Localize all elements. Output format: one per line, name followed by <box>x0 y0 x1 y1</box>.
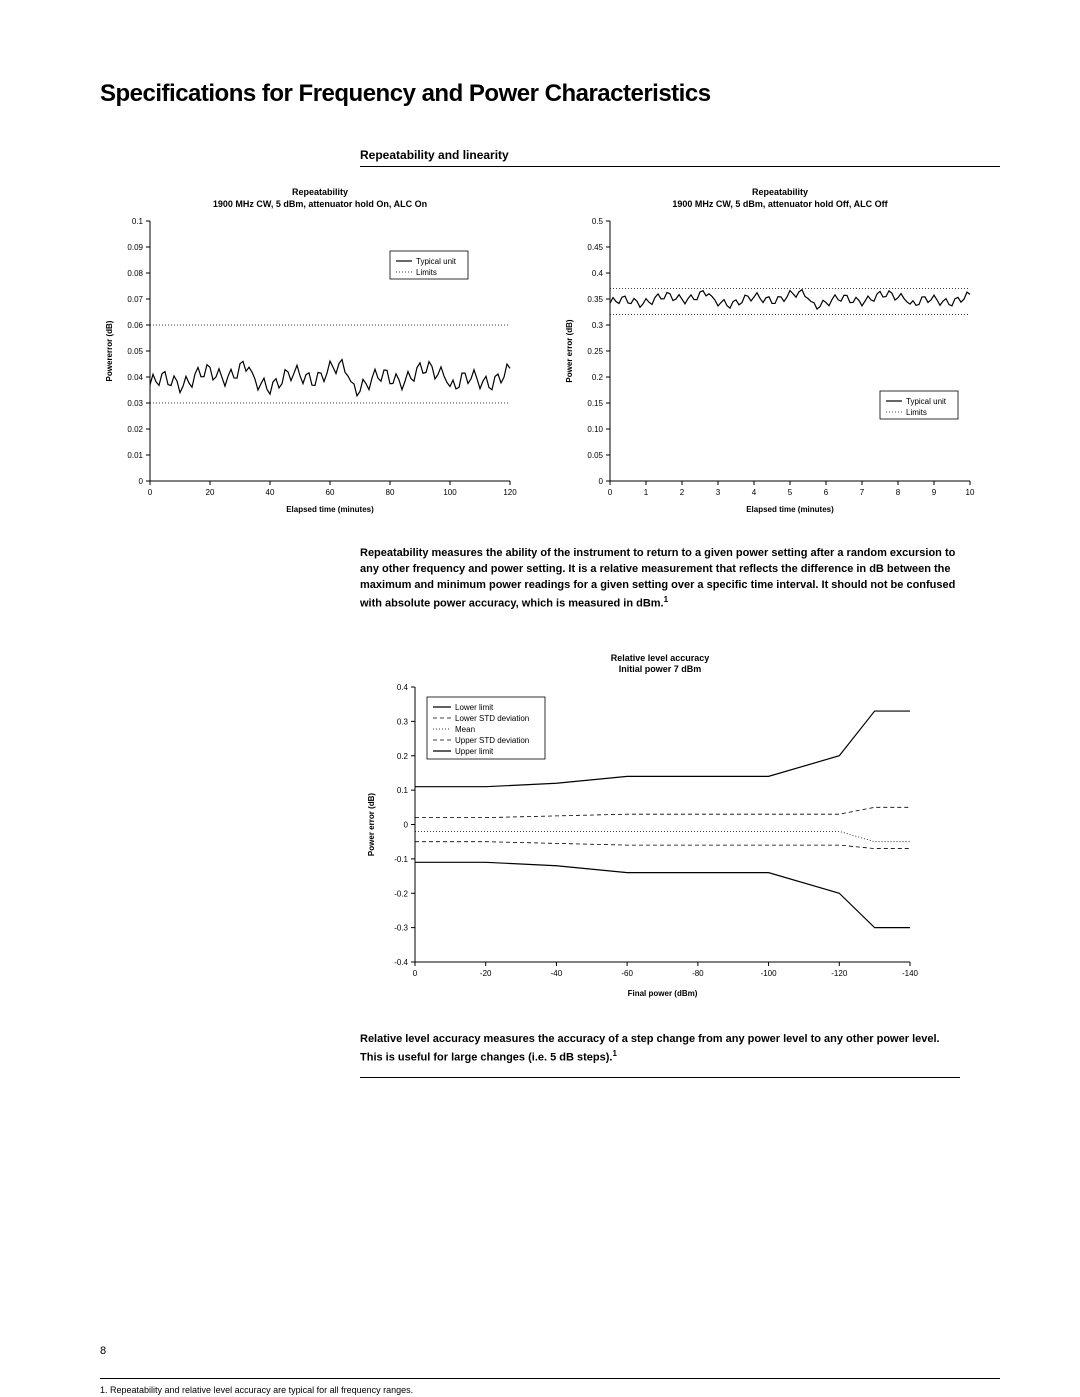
chart2-title: Repeatability1900 MHz CW, 5 dBm, attenua… <box>560 187 1000 210</box>
svg-text:0: 0 <box>139 477 144 486</box>
svg-text:100: 100 <box>443 488 457 497</box>
footnote-rule <box>100 1378 1000 1379</box>
svg-text:0.3: 0.3 <box>592 321 604 330</box>
svg-text:0.09: 0.09 <box>127 243 143 252</box>
svg-text:-80: -80 <box>692 969 704 978</box>
svg-text:6: 6 <box>824 488 829 497</box>
chart3-svg: -0.4 -0.3 -0.2 -0.1 0 0.1 0.2 0.3 0.4 0 -20 -40 -60 -… <box>360 682 920 1002</box>
svg-text:-20: -20 <box>480 969 492 978</box>
chart1-svg: 0 0.01 0.02 0.03 0.04 0.05 0.06 0.07 0.08 0.09 0.1… <box>100 216 520 516</box>
svg-text:-0.2: -0.2 <box>394 889 408 898</box>
svg-text:10: 10 <box>966 488 975 497</box>
svg-text:Lower STD deviation: Lower STD deviation <box>455 714 529 723</box>
svg-text:0.05: 0.05 <box>127 347 143 356</box>
svg-text:0.15: 0.15 <box>587 399 603 408</box>
svg-text:0: 0 <box>404 821 409 830</box>
svg-text:0: 0 <box>599 477 604 486</box>
svg-text:-0.4: -0.4 <box>394 958 408 967</box>
svg-text:Limits: Limits <box>906 408 927 417</box>
svg-text:0.3: 0.3 <box>397 718 409 727</box>
svg-text:Mean: Mean <box>455 725 475 734</box>
divider <box>360 1077 960 1078</box>
chart3-title: Relative level accuracyInitial power 7 d… <box>360 653 960 676</box>
svg-text:0.5: 0.5 <box>592 217 604 226</box>
svg-text:0: 0 <box>413 969 418 978</box>
svg-text:Typical unit: Typical unit <box>416 257 457 266</box>
svg-text:3: 3 <box>716 488 721 497</box>
page: Specifications for Frequency and Power C… <box>0 0 1080 1397</box>
svg-text:0.06: 0.06 <box>127 321 143 330</box>
svg-text:0.02: 0.02 <box>127 425 143 434</box>
svg-text:-120: -120 <box>831 969 848 978</box>
chart-relative-level-accuracy: Relative level accuracyInitial power 7 d… <box>360 653 960 1002</box>
chart2-svg: 0 0.05 0.10 0.15 0.2 0.25 0.3 0.35 0.4 0.45 0.5 0 1 2… <box>560 216 980 516</box>
svg-text:7: 7 <box>860 488 865 497</box>
svg-text:-0.3: -0.3 <box>394 924 408 933</box>
svg-text:Elapsed time (minutes): Elapsed time (minutes) <box>746 505 834 514</box>
svg-text:Final power (dBm): Final power (dBm) <box>628 989 698 998</box>
svg-text:-100: -100 <box>761 969 778 978</box>
svg-text:1: 1 <box>644 488 649 497</box>
svg-text:Powererror (dB): Powererror (dB) <box>105 321 114 382</box>
svg-text:5: 5 <box>788 488 793 497</box>
svg-text:-140: -140 <box>902 969 919 978</box>
svg-text:120: 120 <box>503 488 517 497</box>
svg-text:0.4: 0.4 <box>397 683 409 692</box>
svg-text:40: 40 <box>266 488 275 497</box>
svg-text:0.08: 0.08 <box>127 269 143 278</box>
section-subtitle: Repeatability and linearity <box>360 148 1000 167</box>
svg-text:4: 4 <box>752 488 757 497</box>
svg-text:0: 0 <box>608 488 613 497</box>
svg-text:Elapsed time (minutes): Elapsed time (minutes) <box>286 505 374 514</box>
svg-text:0.2: 0.2 <box>397 752 409 761</box>
svg-text:Typical unit: Typical unit <box>906 397 947 406</box>
footnote: 1. Repeatability and relative level accu… <box>100 1385 1000 1395</box>
svg-text:Power error (dB): Power error (dB) <box>565 319 574 382</box>
svg-text:0.10: 0.10 <box>587 425 603 434</box>
svg-text:-0.1: -0.1 <box>394 855 408 864</box>
page-title: Specifications for Frequency and Power C… <box>100 80 1000 108</box>
svg-text:0.01: 0.01 <box>127 451 143 460</box>
svg-text:0.2: 0.2 <box>592 373 604 382</box>
svg-text:2: 2 <box>680 488 685 497</box>
svg-text:Power error (dB): Power error (dB) <box>367 793 376 856</box>
svg-text:-60: -60 <box>621 969 633 978</box>
svg-text:0.35: 0.35 <box>587 295 603 304</box>
svg-text:Upper limit: Upper limit <box>455 747 494 756</box>
svg-text:20: 20 <box>206 488 215 497</box>
svg-text:Limits: Limits <box>416 268 437 277</box>
svg-text:0.07: 0.07 <box>127 295 143 304</box>
chart1-title: Repeatability1900 MHz CW, 5 dBm, attenua… <box>100 187 540 210</box>
svg-text:0.1: 0.1 <box>397 786 409 795</box>
svg-text:Lower limit: Lower limit <box>455 703 494 712</box>
svg-text:9: 9 <box>932 488 937 497</box>
svg-text:Upper STD deviation: Upper STD deviation <box>455 736 529 745</box>
svg-text:0.1: 0.1 <box>132 217 144 226</box>
svg-text:-40: -40 <box>551 969 563 978</box>
svg-text:60: 60 <box>326 488 335 497</box>
svg-text:0.05: 0.05 <box>587 451 603 460</box>
paragraph-relative-accuracy: Relative level accuracy measures the acc… <box>360 1032 960 1067</box>
svg-text:0.04: 0.04 <box>127 373 143 382</box>
svg-text:0: 0 <box>148 488 153 497</box>
svg-text:0.45: 0.45 <box>587 243 603 252</box>
chart-repeatability-alc-on: Repeatability1900 MHz CW, 5 dBm, attenua… <box>100 187 540 516</box>
svg-text:0.03: 0.03 <box>127 399 143 408</box>
svg-text:0.4: 0.4 <box>592 269 604 278</box>
chart-repeatability-alc-off: Repeatability1900 MHz CW, 5 dBm, attenua… <box>560 187 1000 516</box>
svg-text:8: 8 <box>896 488 901 497</box>
svg-text:80: 80 <box>386 488 395 497</box>
svg-text:0.25: 0.25 <box>587 347 603 356</box>
page-number: 8 <box>100 1345 106 1357</box>
charts-row: Repeatability1900 MHz CW, 5 dBm, attenua… <box>100 187 1000 516</box>
paragraph-repeatability: Repeatability measures the ability of th… <box>360 546 960 612</box>
